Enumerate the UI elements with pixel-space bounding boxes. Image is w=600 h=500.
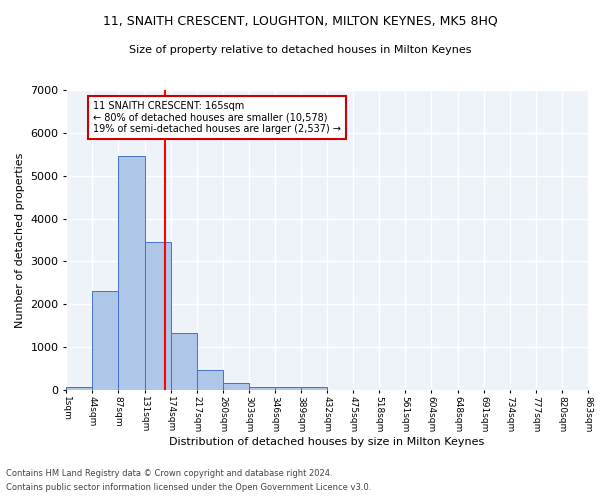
X-axis label: Distribution of detached houses by size in Milton Keynes: Distribution of detached houses by size … [169, 438, 485, 448]
Text: 11 SNAITH CRESCENT: 165sqm
← 80% of detached houses are smaller (10,578)
19% of : 11 SNAITH CRESCENT: 165sqm ← 80% of deta… [92, 100, 341, 134]
Bar [301, 387, 327, 390]
Bar [197, 370, 223, 390]
Bar [171, 334, 197, 390]
Bar [249, 386, 275, 390]
Bar [118, 156, 145, 390]
Bar [66, 387, 92, 390]
Text: Contains public sector information licensed under the Open Government Licence v3: Contains public sector information licen… [6, 484, 371, 492]
Bar [223, 383, 249, 390]
Bar [92, 292, 118, 390]
Text: Size of property relative to detached houses in Milton Keynes: Size of property relative to detached ho… [129, 45, 471, 55]
Bar [145, 242, 171, 390]
Text: Contains HM Land Registry data © Crown copyright and database right 2024.: Contains HM Land Registry data © Crown c… [6, 468, 332, 477]
Bar [275, 386, 301, 390]
Text: 11, SNAITH CRESCENT, LOUGHTON, MILTON KEYNES, MK5 8HQ: 11, SNAITH CRESCENT, LOUGHTON, MILTON KE… [103, 15, 497, 28]
Y-axis label: Number of detached properties: Number of detached properties [14, 152, 25, 328]
